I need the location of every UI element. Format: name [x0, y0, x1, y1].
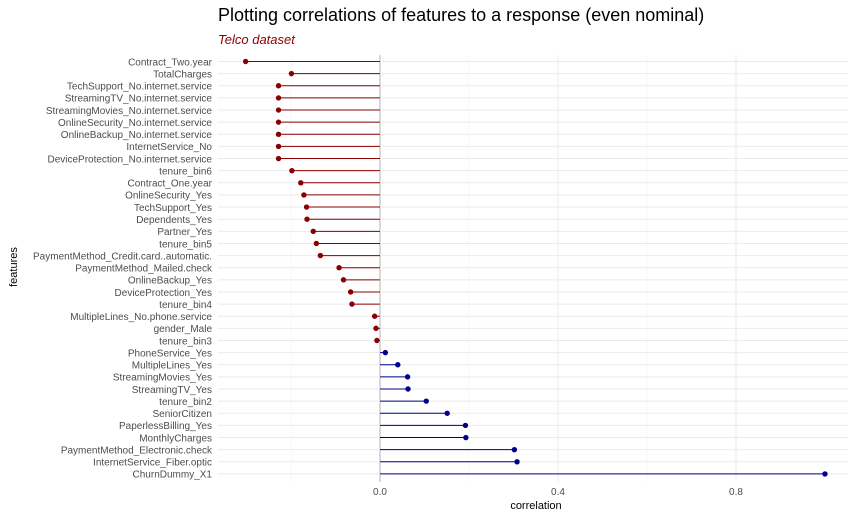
lollipop-point — [301, 192, 307, 198]
y-tick-label: MultipleLines_No.phone.service — [70, 312, 212, 323]
y-tick-label: InternetService_No — [126, 142, 212, 153]
lollipop-point — [395, 362, 401, 368]
lollipop-point — [404, 374, 411, 380]
y-tick-label: tenure_bin6 — [159, 166, 212, 177]
y-tick-label: DeviceProtection_Yes — [115, 288, 212, 299]
lollipop-point — [511, 446, 518, 453]
y-tick-label: Contract_One.year — [128, 179, 213, 190]
x-tick-label-layer: 0.0 0.4 0.8 — [373, 487, 743, 498]
lollipop-point — [313, 240, 320, 247]
y-tick-label: TotalCharges — [153, 69, 212, 80]
y-tick-label: tenure_bin5 — [159, 239, 212, 250]
lollipop-point — [514, 459, 520, 465]
lollipop-point — [275, 143, 282, 150]
y-tick-label: Partner_Yes — [157, 227, 212, 238]
y-tick-label: PhoneService_Yes — [128, 348, 212, 359]
y-tick-label: InternetService_Fiber.optic — [93, 458, 212, 469]
y-tick-label: SeniorCitizen — [153, 409, 212, 420]
lollipop-point — [340, 277, 347, 283]
y-tick-label: TechSupport_No.internet.service — [67, 82, 213, 93]
y-tick-label: StreamingTV_Yes — [132, 385, 212, 396]
x-axis-label: correlation — [510, 500, 561, 512]
lollipop-point — [423, 398, 429, 404]
y-tick-label: gender_Male — [154, 324, 213, 335]
y-tick-label: OnlineSecurity_No.internet.service — [58, 118, 212, 129]
y-tick-label: DeviceProtection_No.internet.service — [47, 154, 212, 165]
lollipop-point — [310, 228, 316, 235]
lollipop-point — [822, 471, 828, 477]
lollipop-point — [336, 265, 342, 271]
y-tick-label: Contract_Two.year — [128, 57, 213, 68]
lollipop-point — [349, 301, 355, 307]
y-tick-label: MultipleLines_Yes — [132, 361, 212, 372]
lollipop-point — [382, 349, 389, 356]
y-tick-label: OnlineSecurity_Yes — [125, 191, 212, 202]
y-tick-label: ChurnDummy_X1 — [133, 470, 213, 481]
y-tick-label: PaymentMethod_Electronic.check — [61, 445, 213, 456]
lollipop-point — [275, 131, 282, 137]
y-tick-label: PaymentMethod_Mailed.check — [75, 264, 213, 275]
x-tick-label: 0.4 — [551, 487, 565, 498]
y-tick-label: StreamingMovies_Yes — [113, 373, 212, 384]
grid-layer — [218, 55, 848, 482]
point-layer — [242, 58, 828, 477]
lollipop-point — [304, 216, 310, 222]
y-tick-label: MonthlyCharges — [139, 433, 212, 444]
lollipop-point — [463, 434, 469, 441]
lollipop-point — [275, 95, 282, 101]
y-tick-label: Dependents_Yes — [136, 215, 212, 226]
lollipop-point — [374, 337, 380, 344]
stem-layer — [245, 61, 825, 475]
chart-title: Plotting correlations of features to a r… — [218, 5, 705, 25]
x-tick-label: 0.8 — [729, 487, 743, 498]
lollipop-point — [275, 119, 282, 125]
y-tick-label: PaymentMethod_Credit.card..automatic. — [33, 251, 212, 262]
lollipop-point — [444, 410, 450, 416]
lollipop-point — [242, 58, 249, 65]
y-tick-label: PaperlessBilling_Yes — [119, 421, 212, 432]
y-tick-label: tenure_bin4 — [159, 300, 212, 311]
lollipop-point — [298, 180, 304, 186]
y-tick-label: StreamingMovies_No.internet.service — [46, 106, 213, 117]
lollipop-point — [275, 83, 282, 89]
x-tick-label: 0.0 — [373, 487, 387, 498]
lollipop-point — [303, 204, 310, 210]
y-tick-label: tenure_bin3 — [159, 336, 212, 347]
y-tick-label: OnlineBackup_No.internet.service — [61, 130, 213, 141]
y-tick-label: StreamingTV_No.internet.service — [65, 94, 213, 105]
lollipop-point — [289, 167, 295, 174]
lollipop-point — [373, 325, 379, 332]
chart-subtitle: Telco dataset — [218, 32, 295, 47]
lollipop-point — [405, 386, 411, 392]
lollipop-point — [275, 155, 282, 162]
lollipop-point — [347, 289, 354, 295]
lollipop-point — [275, 107, 282, 113]
y-tick-label: TechSupport_Yes — [134, 203, 212, 214]
lollipop-point — [288, 70, 295, 77]
y-tick-label: tenure_bin2 — [159, 397, 212, 408]
y-tick-label: OnlineBackup_Yes — [128, 276, 212, 287]
lollipop-point — [317, 252, 324, 259]
lollipop-point — [462, 422, 469, 429]
lollipop-point — [371, 313, 378, 319]
y-axis-label: features — [8, 247, 20, 287]
